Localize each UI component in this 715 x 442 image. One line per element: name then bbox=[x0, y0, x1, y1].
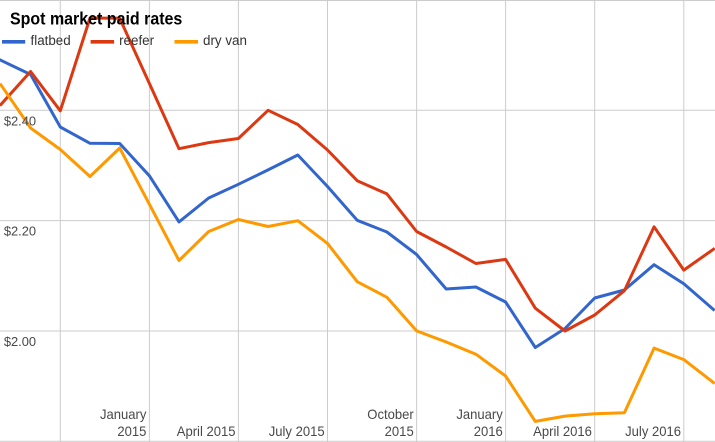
svg-text:flatbed: flatbed bbox=[31, 33, 71, 48]
svg-text:July 2016: July 2016 bbox=[625, 423, 681, 439]
svg-text:$2.00: $2.00 bbox=[4, 334, 36, 349]
svg-text:July 2015: July 2015 bbox=[269, 423, 325, 439]
svg-text:April 2016: April 2016 bbox=[533, 423, 592, 439]
svg-text:$2.40: $2.40 bbox=[4, 113, 36, 128]
svg-text:2016: 2016 bbox=[474, 423, 503, 439]
svg-text:January: January bbox=[100, 407, 147, 423]
svg-text:dry van: dry van bbox=[203, 33, 247, 48]
svg-text:January: January bbox=[456, 407, 503, 423]
svg-text:October: October bbox=[367, 407, 414, 423]
svg-text:2015: 2015 bbox=[385, 423, 414, 439]
svg-text:$2.20: $2.20 bbox=[4, 224, 36, 239]
svg-text:reefer: reefer bbox=[119, 33, 155, 48]
svg-text:2015: 2015 bbox=[117, 423, 146, 439]
svg-text:Spot market paid rates: Spot market paid rates bbox=[10, 9, 182, 29]
svg-text:April 2015: April 2015 bbox=[177, 423, 236, 439]
